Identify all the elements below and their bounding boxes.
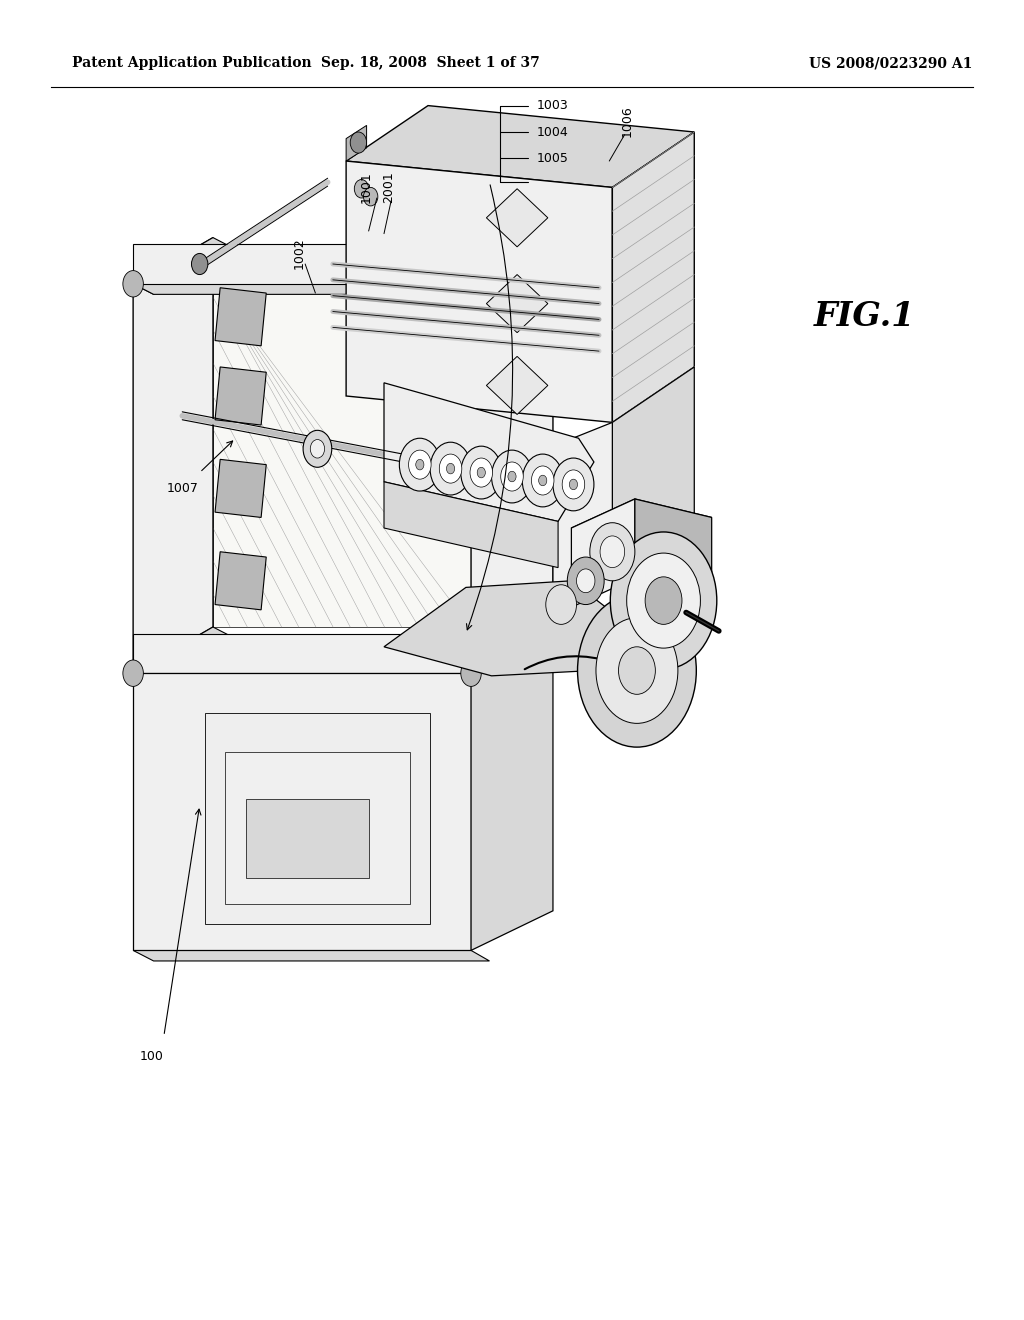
Polygon shape xyxy=(213,284,471,627)
Text: 1003: 1003 xyxy=(537,99,569,112)
Polygon shape xyxy=(133,950,489,961)
Polygon shape xyxy=(133,673,492,684)
Polygon shape xyxy=(471,634,571,684)
Polygon shape xyxy=(571,499,635,607)
Polygon shape xyxy=(486,189,548,247)
Circle shape xyxy=(553,458,594,511)
Text: 1006: 1006 xyxy=(621,106,633,137)
Text: US 2008/0223290 A1: US 2008/0223290 A1 xyxy=(809,57,973,70)
Circle shape xyxy=(492,450,532,503)
Polygon shape xyxy=(215,552,266,610)
Polygon shape xyxy=(384,383,594,521)
Polygon shape xyxy=(133,238,213,673)
Circle shape xyxy=(562,470,585,499)
Circle shape xyxy=(539,475,547,486)
Polygon shape xyxy=(471,244,553,673)
Circle shape xyxy=(364,187,378,206)
Circle shape xyxy=(409,450,431,479)
Circle shape xyxy=(470,458,493,487)
Text: 1007: 1007 xyxy=(166,482,199,495)
Polygon shape xyxy=(346,161,612,422)
Circle shape xyxy=(461,660,481,686)
Text: 1002: 1002 xyxy=(293,238,305,269)
Text: 1001: 1001 xyxy=(360,172,373,203)
Polygon shape xyxy=(571,499,712,546)
Polygon shape xyxy=(471,244,571,294)
Polygon shape xyxy=(133,627,233,684)
Circle shape xyxy=(600,536,625,568)
Polygon shape xyxy=(215,367,266,425)
Circle shape xyxy=(310,440,325,458)
Circle shape xyxy=(627,553,700,648)
Polygon shape xyxy=(612,132,694,422)
Polygon shape xyxy=(384,482,558,568)
Text: 2001: 2001 xyxy=(383,172,395,203)
Polygon shape xyxy=(133,673,471,950)
Polygon shape xyxy=(133,284,489,294)
Circle shape xyxy=(522,454,563,507)
Circle shape xyxy=(350,132,367,153)
Circle shape xyxy=(461,446,502,499)
Polygon shape xyxy=(246,799,369,878)
Polygon shape xyxy=(133,634,471,673)
Circle shape xyxy=(439,454,462,483)
Circle shape xyxy=(354,180,369,198)
Circle shape xyxy=(567,557,604,605)
Circle shape xyxy=(430,442,471,495)
Polygon shape xyxy=(553,422,612,607)
Circle shape xyxy=(501,462,523,491)
Circle shape xyxy=(123,271,143,297)
Polygon shape xyxy=(346,106,694,187)
Circle shape xyxy=(508,471,516,482)
Polygon shape xyxy=(635,499,712,597)
Circle shape xyxy=(610,532,717,669)
Polygon shape xyxy=(471,634,553,950)
Circle shape xyxy=(303,430,332,467)
Circle shape xyxy=(123,660,143,686)
Polygon shape xyxy=(346,125,367,161)
Polygon shape xyxy=(205,713,430,924)
Circle shape xyxy=(577,569,595,593)
Text: Patent Application Publication: Patent Application Publication xyxy=(72,57,311,70)
Text: 1004: 1004 xyxy=(537,125,569,139)
Polygon shape xyxy=(486,275,548,333)
Polygon shape xyxy=(486,356,548,414)
Polygon shape xyxy=(612,367,694,583)
Polygon shape xyxy=(133,238,233,294)
Polygon shape xyxy=(215,459,266,517)
Polygon shape xyxy=(215,288,266,346)
Circle shape xyxy=(590,523,635,581)
Circle shape xyxy=(416,459,424,470)
Polygon shape xyxy=(133,244,471,284)
Text: FIG.1: FIG.1 xyxy=(814,300,915,333)
Text: 100: 100 xyxy=(139,1049,164,1063)
Circle shape xyxy=(399,438,440,491)
Circle shape xyxy=(645,577,682,624)
Circle shape xyxy=(596,618,678,723)
Circle shape xyxy=(531,466,554,495)
Circle shape xyxy=(461,271,481,297)
Circle shape xyxy=(477,467,485,478)
Circle shape xyxy=(569,479,578,490)
Text: Sep. 18, 2008  Sheet 1 of 37: Sep. 18, 2008 Sheet 1 of 37 xyxy=(321,57,540,70)
Polygon shape xyxy=(384,581,614,676)
Circle shape xyxy=(446,463,455,474)
Circle shape xyxy=(191,253,208,275)
Circle shape xyxy=(546,585,577,624)
Polygon shape xyxy=(225,752,410,904)
Circle shape xyxy=(618,647,655,694)
Text: 1005: 1005 xyxy=(537,152,569,165)
Circle shape xyxy=(578,594,696,747)
